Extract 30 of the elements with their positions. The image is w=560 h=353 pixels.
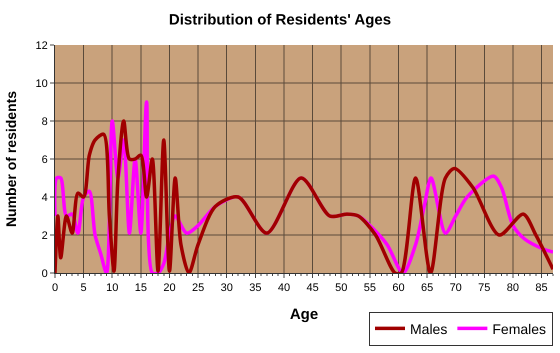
legend-label: Males [410, 320, 448, 337]
x-tick-label: 20 [163, 282, 176, 294]
y-tick-label: 12 [36, 40, 48, 52]
x-tick-label: 40 [278, 282, 290, 294]
y-axis-title: Number of residents [3, 90, 20, 228]
y-tick-label: 10 [36, 78, 48, 90]
x-tick-label: 55 [364, 282, 376, 294]
x-tick-label: 25 [192, 282, 204, 294]
x-tick-label: 85 [535, 282, 548, 294]
legend-label: Females [492, 320, 546, 337]
y-tick-label: 2 [42, 230, 48, 242]
x-tick-label: 80 [506, 282, 520, 294]
y-tick-label: 4 [42, 192, 48, 204]
x-tick-label: 5 [80, 282, 87, 294]
x-axis-title: Age [290, 306, 318, 324]
x-tick-label: 50 [335, 282, 348, 294]
x-tick-label: 15 [134, 282, 147, 294]
y-tick-label: 6 [42, 154, 48, 166]
x-tick-label: 45 [306, 282, 319, 294]
x-tick-label: 10 [106, 282, 118, 294]
x-tick-label: 30 [220, 282, 233, 294]
x-tick-label: 70 [450, 282, 462, 294]
x-tick-label: 60 [392, 282, 405, 294]
chart-title: Distribution of Residents' Ages [168, 12, 392, 29]
x-tick-label: 75 [478, 282, 490, 294]
x-tick-label: 35 [249, 282, 262, 294]
y-tick-label: 0 [42, 268, 48, 280]
x-tick-label: 65 [420, 282, 434, 294]
y-tick-label: 8 [42, 116, 48, 128]
x-tick-label: 0 [52, 282, 58, 294]
